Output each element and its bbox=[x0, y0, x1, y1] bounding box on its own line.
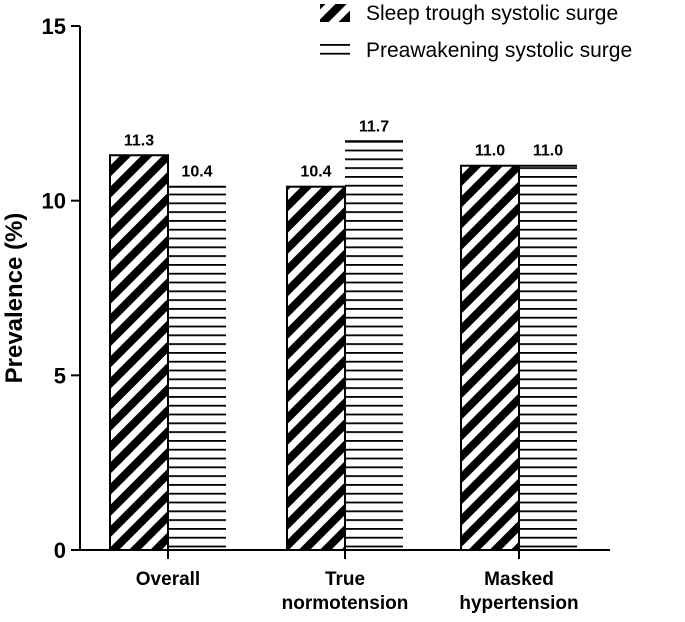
legend-swatch-diagonal bbox=[320, 4, 350, 22]
y-tick-label: 0 bbox=[54, 538, 66, 563]
bar-sleep-trough-1 bbox=[286, 185, 346, 551]
x-category-label: True normotension bbox=[282, 569, 409, 614]
data-label: 11.0 bbox=[533, 143, 563, 160]
x-category-label-line: Overall bbox=[136, 569, 200, 590]
x-category-label-line: Masked bbox=[484, 569, 554, 590]
bar-preawakening-1 bbox=[345, 141, 403, 550]
y-tick-label: 5 bbox=[54, 363, 66, 388]
x-category-label: Overall bbox=[136, 569, 200, 590]
legend-swatch-horizontal bbox=[320, 41, 350, 59]
data-label: 10.4 bbox=[181, 164, 212, 181]
legend-entry-label: Sleep trough systolic surge bbox=[366, 2, 618, 25]
legend-entry-label: Preawakening systolic surge bbox=[366, 39, 632, 62]
x-category-label-line: True bbox=[325, 569, 365, 590]
bar-sleep-trough-2 bbox=[460, 164, 520, 551]
x-category-label-line: normotension bbox=[282, 593, 409, 614]
y-axis-title: Prevalence (%) bbox=[1, 213, 28, 384]
data-label: 11.3 bbox=[124, 132, 154, 149]
y-tick-label: 15 bbox=[42, 14, 66, 39]
bar-preawakening-0 bbox=[168, 186, 226, 550]
bar-preawakening-2 bbox=[519, 165, 577, 550]
data-label: 11.7 bbox=[359, 118, 389, 135]
data-label: 10.4 bbox=[300, 164, 331, 181]
y-tick-label: 10 bbox=[42, 189, 66, 214]
bar-sleep-trough-0 bbox=[109, 154, 169, 551]
x-category-label-line: hypertension bbox=[459, 593, 578, 614]
x-category-label: Masked hypertension bbox=[459, 569, 578, 614]
data-label: 11.0 bbox=[475, 143, 505, 160]
